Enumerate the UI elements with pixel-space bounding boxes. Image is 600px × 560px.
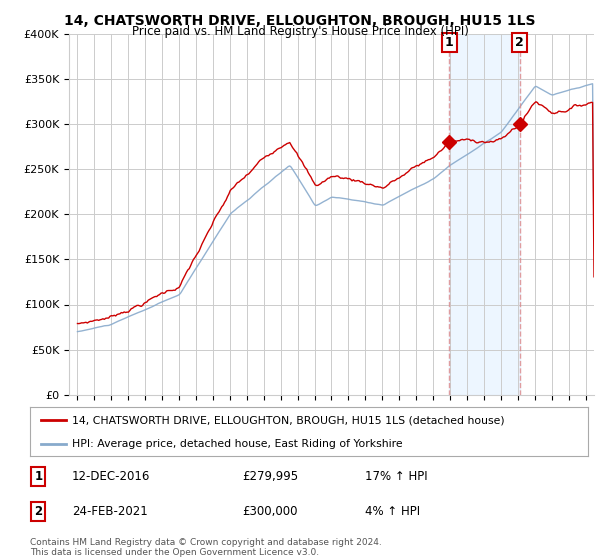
Text: 1: 1 xyxy=(34,470,43,483)
Text: HPI: Average price, detached house, East Riding of Yorkshire: HPI: Average price, detached house, East… xyxy=(72,439,403,449)
Text: 1: 1 xyxy=(445,36,454,49)
Text: Price paid vs. HM Land Registry's House Price Index (HPI): Price paid vs. HM Land Registry's House … xyxy=(131,25,469,38)
Text: £300,000: £300,000 xyxy=(242,505,298,518)
Text: 2: 2 xyxy=(34,505,43,518)
Text: £279,995: £279,995 xyxy=(242,470,298,483)
Text: 4% ↑ HPI: 4% ↑ HPI xyxy=(365,505,420,518)
Text: 14, CHATSWORTH DRIVE, ELLOUGHTON, BROUGH, HU15 1LS: 14, CHATSWORTH DRIVE, ELLOUGHTON, BROUGH… xyxy=(64,14,536,28)
Text: 14, CHATSWORTH DRIVE, ELLOUGHTON, BROUGH, HU15 1LS (detached house): 14, CHATSWORTH DRIVE, ELLOUGHTON, BROUGH… xyxy=(72,416,505,426)
Text: 12-DEC-2016: 12-DEC-2016 xyxy=(72,470,150,483)
Bar xyxy=(449,34,520,395)
Text: 2: 2 xyxy=(515,36,524,49)
Text: 24-FEB-2021: 24-FEB-2021 xyxy=(72,505,148,518)
Text: Contains HM Land Registry data © Crown copyright and database right 2024.
This d: Contains HM Land Registry data © Crown c… xyxy=(30,538,382,557)
Text: 17% ↑ HPI: 17% ↑ HPI xyxy=(365,470,427,483)
